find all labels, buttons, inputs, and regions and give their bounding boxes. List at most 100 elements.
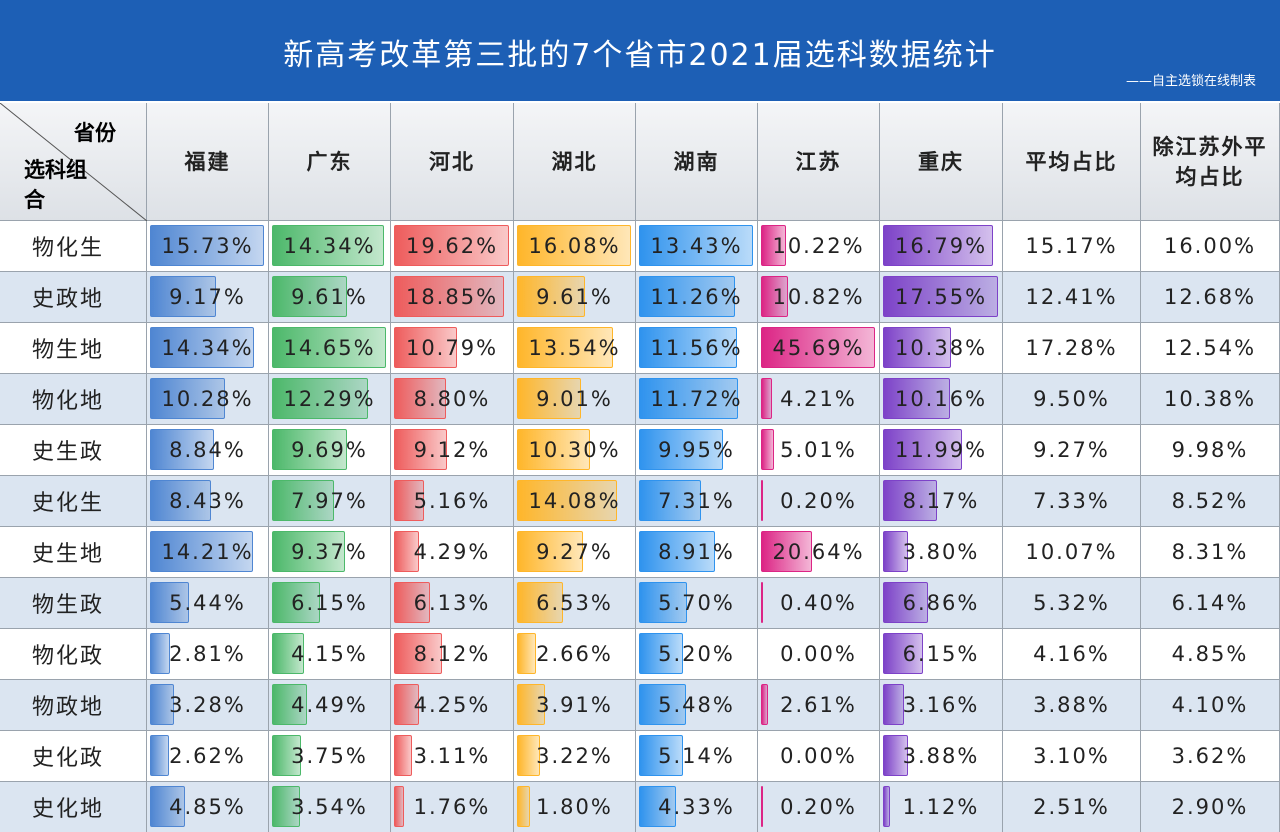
- data-cell: 4.15%: [269, 629, 391, 680]
- data-bar: [517, 225, 631, 266]
- value-label: 5.01%: [780, 438, 857, 462]
- data-bar: [394, 429, 448, 470]
- value-label: 3.11%: [413, 744, 491, 768]
- data-cell: 3.88%: [1003, 680, 1141, 731]
- data-cell: 0.20%: [758, 476, 880, 527]
- data-cell: 16.08%: [514, 221, 636, 272]
- value-label: 9.69%: [291, 438, 368, 462]
- value-label: 4.85%: [1171, 642, 1249, 666]
- data-cell: 18.85%: [391, 272, 514, 323]
- data-bar: [150, 633, 171, 674]
- row-header: 物生政: [0, 578, 147, 629]
- data-bar: [761, 786, 763, 827]
- data-bar: [272, 480, 335, 521]
- data-cell: 12.41%: [1003, 272, 1141, 323]
- data-cell: 9.98%: [1141, 425, 1280, 476]
- row-label: 物政地: [32, 695, 105, 720]
- data-cell: 5.44%: [147, 578, 269, 629]
- data-cell: 4.16%: [1003, 629, 1141, 680]
- data-cell: 15.17%: [1003, 221, 1141, 272]
- data-cell: 7.31%: [636, 476, 758, 527]
- data-cell: 5.70%: [636, 578, 758, 629]
- value-label: 3.75%: [291, 744, 368, 768]
- column-header: 平均占比: [1003, 103, 1141, 221]
- data-bar: [394, 480, 425, 521]
- data-bar: [639, 225, 753, 266]
- column-label: 广东: [306, 149, 353, 174]
- value-label: 12.41%: [1025, 285, 1118, 309]
- data-bar: [883, 786, 891, 827]
- value-label: 9.98%: [1171, 438, 1249, 462]
- data-cell: 8.80%: [391, 374, 514, 425]
- value-label: 1.80%: [536, 795, 613, 819]
- value-label: 10.30%: [528, 438, 621, 462]
- value-label: 10.82%: [772, 285, 865, 309]
- data-cell: 4.33%: [636, 782, 758, 832]
- value-label: 6.53%: [536, 591, 613, 615]
- value-label: 9.61%: [291, 285, 368, 309]
- data-bar: [272, 684, 307, 725]
- column-label: 平均占比: [1025, 149, 1118, 174]
- value-label: 3.80%: [902, 540, 980, 564]
- data-cell: 10.28%: [147, 374, 269, 425]
- data-bar: [639, 786, 676, 827]
- data-bar: [394, 786, 405, 827]
- data-cell: 9.50%: [1003, 374, 1141, 425]
- value-label: 3.62%: [1171, 744, 1249, 768]
- value-label: 9.27%: [1033, 438, 1110, 462]
- data-bar: [150, 480, 212, 521]
- value-label: 11.99%: [894, 438, 988, 462]
- row-label: 物生政: [32, 593, 105, 618]
- data-bar: [761, 684, 768, 725]
- data-cell: 9.12%: [391, 425, 514, 476]
- data-bar: [883, 633, 924, 674]
- data-bar: [761, 276, 788, 317]
- value-label: 16.08%: [528, 234, 621, 258]
- row-header: 史政地: [0, 272, 147, 323]
- data-bar: [761, 429, 774, 470]
- data-cell: 9.37%: [269, 527, 391, 578]
- data-bar: [272, 225, 384, 266]
- column-header: 河北: [391, 103, 514, 221]
- value-label: 4.21%: [780, 387, 857, 411]
- data-cell: 11.99%: [880, 425, 1003, 476]
- data-bar: [272, 582, 320, 623]
- value-label: 10.28%: [161, 387, 254, 411]
- data-cell: 9.61%: [269, 272, 391, 323]
- data-cell: 3.11%: [391, 731, 514, 782]
- value-label: 10.22%: [772, 234, 865, 258]
- data-bar: [761, 327, 875, 368]
- data-bar: [150, 327, 254, 368]
- data-bar: [639, 735, 683, 776]
- value-label: 3.22%: [536, 744, 613, 768]
- value-label: 9.17%: [169, 285, 246, 309]
- data-bar: [272, 786, 300, 827]
- data-bar: [272, 633, 305, 674]
- row-label: 物生地: [32, 338, 105, 363]
- value-label: 20.64%: [772, 540, 865, 564]
- data-cell: 9.27%: [514, 527, 636, 578]
- data-cell: 10.30%: [514, 425, 636, 476]
- value-label: 4.16%: [1033, 642, 1110, 666]
- data-bar: [394, 225, 509, 266]
- value-label: 10.07%: [1025, 540, 1118, 564]
- value-label: 12.68%: [1163, 285, 1257, 309]
- data-bar: [150, 735, 169, 776]
- data-cell: 2.90%: [1141, 782, 1280, 832]
- data-cell: 9.69%: [269, 425, 391, 476]
- data-cell: 4.29%: [391, 527, 514, 578]
- value-label: 5.16%: [413, 489, 491, 513]
- data-cell: 1.76%: [391, 782, 514, 832]
- data-bar: [150, 582, 190, 623]
- data-cell: 17.28%: [1003, 323, 1141, 374]
- data-bar: [517, 480, 617, 521]
- data-bar: [883, 429, 962, 470]
- value-label: 9.50%: [1033, 387, 1110, 411]
- value-label: 5.48%: [658, 693, 735, 717]
- data-cell: 3.80%: [880, 527, 1003, 578]
- value-label: 14.21%: [161, 540, 254, 564]
- data-bar: [150, 276, 217, 317]
- value-label: 3.54%: [291, 795, 368, 819]
- value-label: 2.66%: [536, 642, 613, 666]
- data-bar: [517, 531, 583, 572]
